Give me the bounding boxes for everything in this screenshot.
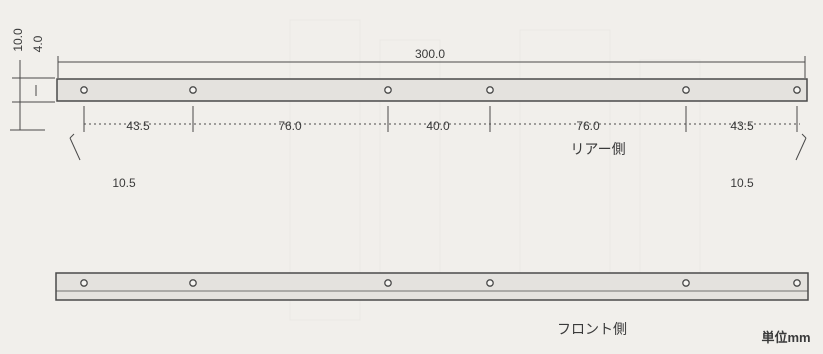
spacing-dimension-lines: [83, 106, 800, 132]
rear-rail-body: [56, 78, 808, 102]
rear-hole-6: [793, 86, 801, 94]
front-hole-1: [80, 279, 88, 287]
front-hole-2: [189, 279, 197, 287]
rear-hole-4: [486, 86, 494, 94]
spacing-2-label: 76.0: [278, 119, 302, 133]
front-hole-5: [682, 279, 690, 287]
front-rail-holes: [80, 279, 801, 287]
rear-hole-3: [384, 86, 392, 94]
rear-side-label: リアー側: [570, 141, 625, 157]
spacing-1-label: 43.5: [126, 119, 150, 133]
front-hole-3: [384, 279, 392, 287]
rear-hole-2: [189, 86, 197, 94]
front-rail: [55, 272, 809, 301]
overall-length-dimension: [57, 56, 806, 78]
front-hole-6: [793, 279, 801, 287]
spacing-5-label: 43.5: [730, 119, 754, 133]
vertical-dim-second-label: 4.0: [31, 35, 45, 52]
rear-rail-holes: [80, 86, 801, 94]
vertical-dimension: [10, 60, 55, 131]
spacing-3-label: 40.0: [426, 119, 450, 133]
front-hole-4: [486, 279, 494, 287]
front-rail-body: [55, 272, 809, 301]
rear-rail: [56, 78, 808, 102]
spacing-4-label: 76.0: [576, 119, 600, 133]
front-side-label: フロント側: [557, 321, 627, 337]
rear-hole-1: [80, 86, 88, 94]
edge-offset-right-label: 10.5: [730, 176, 754, 190]
overall-length-label: 300.0: [415, 47, 445, 61]
unit-label: 単位mm: [761, 330, 810, 345]
vertical-dim-top-label: 10.0: [11, 28, 25, 52]
edge-offset-left-label: 10.5: [112, 176, 136, 190]
rear-hole-5: [682, 86, 690, 94]
edge-offset-leaders: [69, 133, 807, 161]
